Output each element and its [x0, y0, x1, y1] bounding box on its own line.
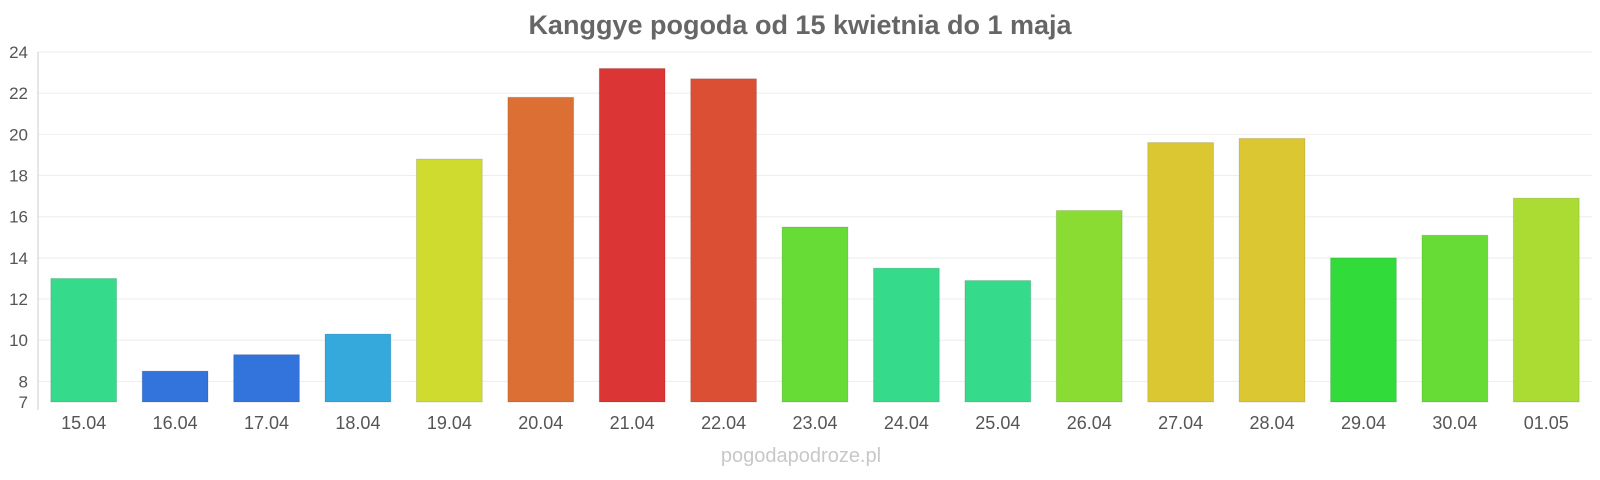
y-tick-label: 16 — [9, 208, 28, 227]
y-tick-label: 22 — [9, 84, 28, 103]
x-tick-label: 29.04 — [1341, 413, 1386, 433]
bar — [690, 78, 757, 403]
bars — [50, 67, 1580, 403]
y-tick-label: 18 — [9, 167, 28, 186]
x-tick-label: 22.04 — [701, 413, 746, 433]
bar — [415, 158, 483, 403]
x-tick-label: 24.04 — [884, 413, 929, 433]
bar — [781, 226, 849, 403]
x-tick-label: 20.04 — [518, 413, 563, 433]
bar — [50, 277, 118, 403]
source-watermark: pogodapodroze.pl — [721, 445, 881, 467]
bar — [1512, 197, 1580, 403]
bar — [507, 96, 575, 403]
y-tick-label: 24 — [9, 43, 28, 62]
y-tick-label: 10 — [9, 331, 28, 350]
bar — [964, 280, 1032, 403]
y-tick-label: 20 — [9, 125, 28, 144]
y-tick-label: 7 — [19, 393, 28, 412]
x-tick-label: 17.04 — [244, 413, 289, 433]
gridlines — [38, 51, 1592, 382]
bar — [141, 370, 209, 403]
x-tick-label: 21.04 — [610, 413, 655, 433]
bar — [324, 333, 392, 403]
bar — [1147, 142, 1215, 403]
y-tick-label: 12 — [9, 290, 28, 309]
bar — [1055, 210, 1123, 403]
bar — [1238, 137, 1306, 403]
x-tick-label: 01.05 — [1524, 413, 1569, 433]
x-tick-label: 23.04 — [792, 413, 837, 433]
bar — [233, 354, 300, 403]
y-axis-labels: 7 8 10 12 14 16 18 20 22 24 — [9, 43, 28, 412]
y-tick-label: 8 — [19, 372, 28, 391]
bar — [1330, 257, 1397, 403]
x-tick-label: 15.04 — [61, 413, 106, 433]
bar — [1421, 234, 1489, 403]
x-tick-label: 28.04 — [1250, 413, 1295, 433]
x-tick-label: 27.04 — [1158, 413, 1203, 433]
x-tick-label: 25.04 — [975, 413, 1020, 433]
bar — [598, 67, 666, 403]
x-axis-labels: 15.04 16.04 17.04 18.04 19.04 20.04 21.04 22.04… — [61, 413, 1569, 433]
y-tick-label: 14 — [9, 249, 28, 268]
x-tick-label: 19.04 — [427, 413, 472, 433]
x-tick-label: 16.04 — [153, 413, 198, 433]
x-tick-label: 26.04 — [1067, 413, 1112, 433]
bar — [873, 267, 940, 403]
x-tick-label: 30.04 — [1432, 413, 1477, 433]
x-tick-label: 18.04 — [335, 413, 380, 433]
chart-title: Kanggye pogoda od 15 kwietnia do 1 maja — [528, 10, 1072, 40]
